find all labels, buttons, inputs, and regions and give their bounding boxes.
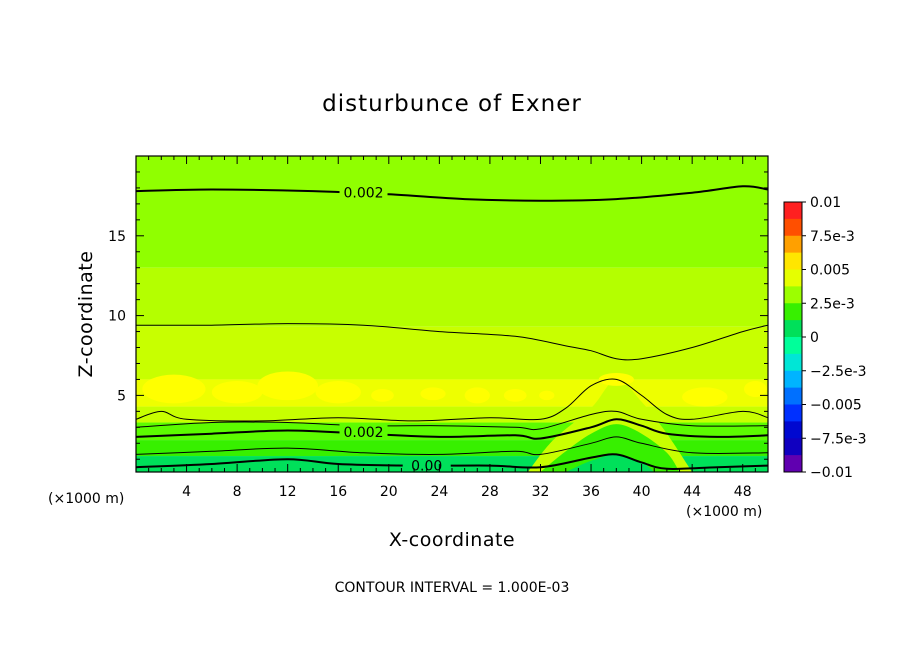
labeled-contour-line: [136, 418, 768, 440]
x-axis-unit: (×1000 m): [686, 504, 762, 520]
colorbar-swatch: [784, 421, 802, 439]
contour-label-gap: [339, 183, 388, 200]
maximum-blob: [142, 374, 206, 404]
contour-interval-note: CONTOUR INTERVAL = 1.000E-03: [335, 580, 570, 596]
maximum-blob: [315, 381, 361, 404]
colorbar-swatch: [784, 303, 802, 321]
colorbar-label: −0.01: [810, 465, 853, 481]
colorbar-swatch: [784, 438, 802, 456]
maximum-blob: [211, 381, 263, 404]
contour-label: 0.002: [343, 186, 383, 202]
x-tick-label: 40: [633, 484, 651, 500]
y-axis-unit: (×1000 m): [48, 491, 124, 507]
colorbar-swatch: [784, 387, 802, 405]
thin-contour-line: [136, 323, 768, 361]
colorbar-swatch: [784, 286, 802, 304]
thin-contour-line: [136, 410, 768, 431]
level-band: [136, 156, 768, 268]
level-band: [136, 406, 768, 423]
maximum-blob: [682, 387, 728, 407]
colorbar-label: −0.005: [810, 398, 862, 414]
y-tick-label: 10: [108, 309, 126, 325]
x-tick-label: 4: [182, 484, 191, 500]
maximum-blobs: [142, 371, 767, 407]
x-axis-ticks: 4 8 12 16 20 24 28 32 36 40 44 48: [135, 156, 769, 500]
y-axis-label: Z-coordinate: [75, 251, 97, 378]
thin-contour-line: [136, 378, 768, 422]
colorbar-label: −7.5e-3: [810, 431, 867, 447]
maximum-blob: [464, 387, 490, 404]
y-axis-ticks: 5 10 15: [108, 171, 768, 460]
y-tick-label: 15: [108, 229, 126, 245]
level-band: [136, 267, 768, 327]
colorbar-swatch: [784, 337, 802, 355]
colorbar-swatch: [784, 218, 802, 237]
x-tick-label: 48: [734, 484, 752, 500]
labeled-contour-line: [136, 185, 768, 202]
level-band: [136, 326, 768, 380]
colorbar-swatch: [784, 370, 802, 389]
contour-labels: 0.002 0.002 0.00: [339, 183, 451, 475]
x-tick-label: 8: [233, 484, 242, 500]
y-tick-label: 5: [117, 388, 126, 404]
maximum-blob: [743, 381, 767, 397]
colorbar-swatch: [784, 252, 802, 270]
maximum-blob: [420, 387, 446, 401]
colorbar-label: 0.005: [810, 263, 850, 279]
colorbar-label: −2.5e-3: [810, 364, 867, 380]
contour-label: 0.00: [411, 459, 442, 475]
colorbar-swatch: [784, 235, 802, 254]
x-tick-label: 32: [532, 484, 550, 500]
maximum-blob: [257, 371, 319, 401]
maximum-blob: [371, 389, 394, 402]
x-tick-label: 44: [683, 484, 701, 500]
x-tick-label: 16: [329, 484, 347, 500]
contour-label-gap: [339, 423, 388, 440]
colorbar: [783, 201, 803, 473]
colorbar-swatch: [784, 353, 802, 372]
chart-title: disturbunce of Exner: [322, 91, 582, 117]
thin-contour-line: [136, 436, 768, 456]
colorbar-label: 0.01: [810, 195, 841, 211]
contour-label: 0.002: [343, 425, 383, 441]
colorbar-label: 2.5e-3: [810, 296, 855, 312]
contour-label-gap: [402, 456, 451, 473]
colorbar-label: 7.5e-3: [810, 229, 855, 245]
x-tick-label: 24: [430, 484, 448, 500]
x-axis-label: X-coordinate: [389, 529, 515, 551]
maximum-blob: [503, 389, 527, 402]
x-tick-label: 12: [279, 484, 297, 500]
maximum-blob: [539, 390, 555, 401]
colorbar-swatch: [784, 269, 802, 287]
colorbar-swatch: [784, 202, 802, 220]
colorbar-swatch: [784, 404, 802, 422]
colorbar-swatch: [784, 455, 802, 473]
x-tick-label: 28: [481, 484, 499, 500]
colorbar-labels: 0.01 7.5e-3 0.005 2.5e-3 0 −2.5e-3 −0.005 −7.5e…: [802, 195, 867, 481]
colorbar-swatch: [784, 320, 802, 338]
x-tick-label: 20: [380, 484, 398, 500]
colorbar-label: 0: [810, 330, 819, 346]
x-tick-label: 36: [582, 484, 600, 500]
